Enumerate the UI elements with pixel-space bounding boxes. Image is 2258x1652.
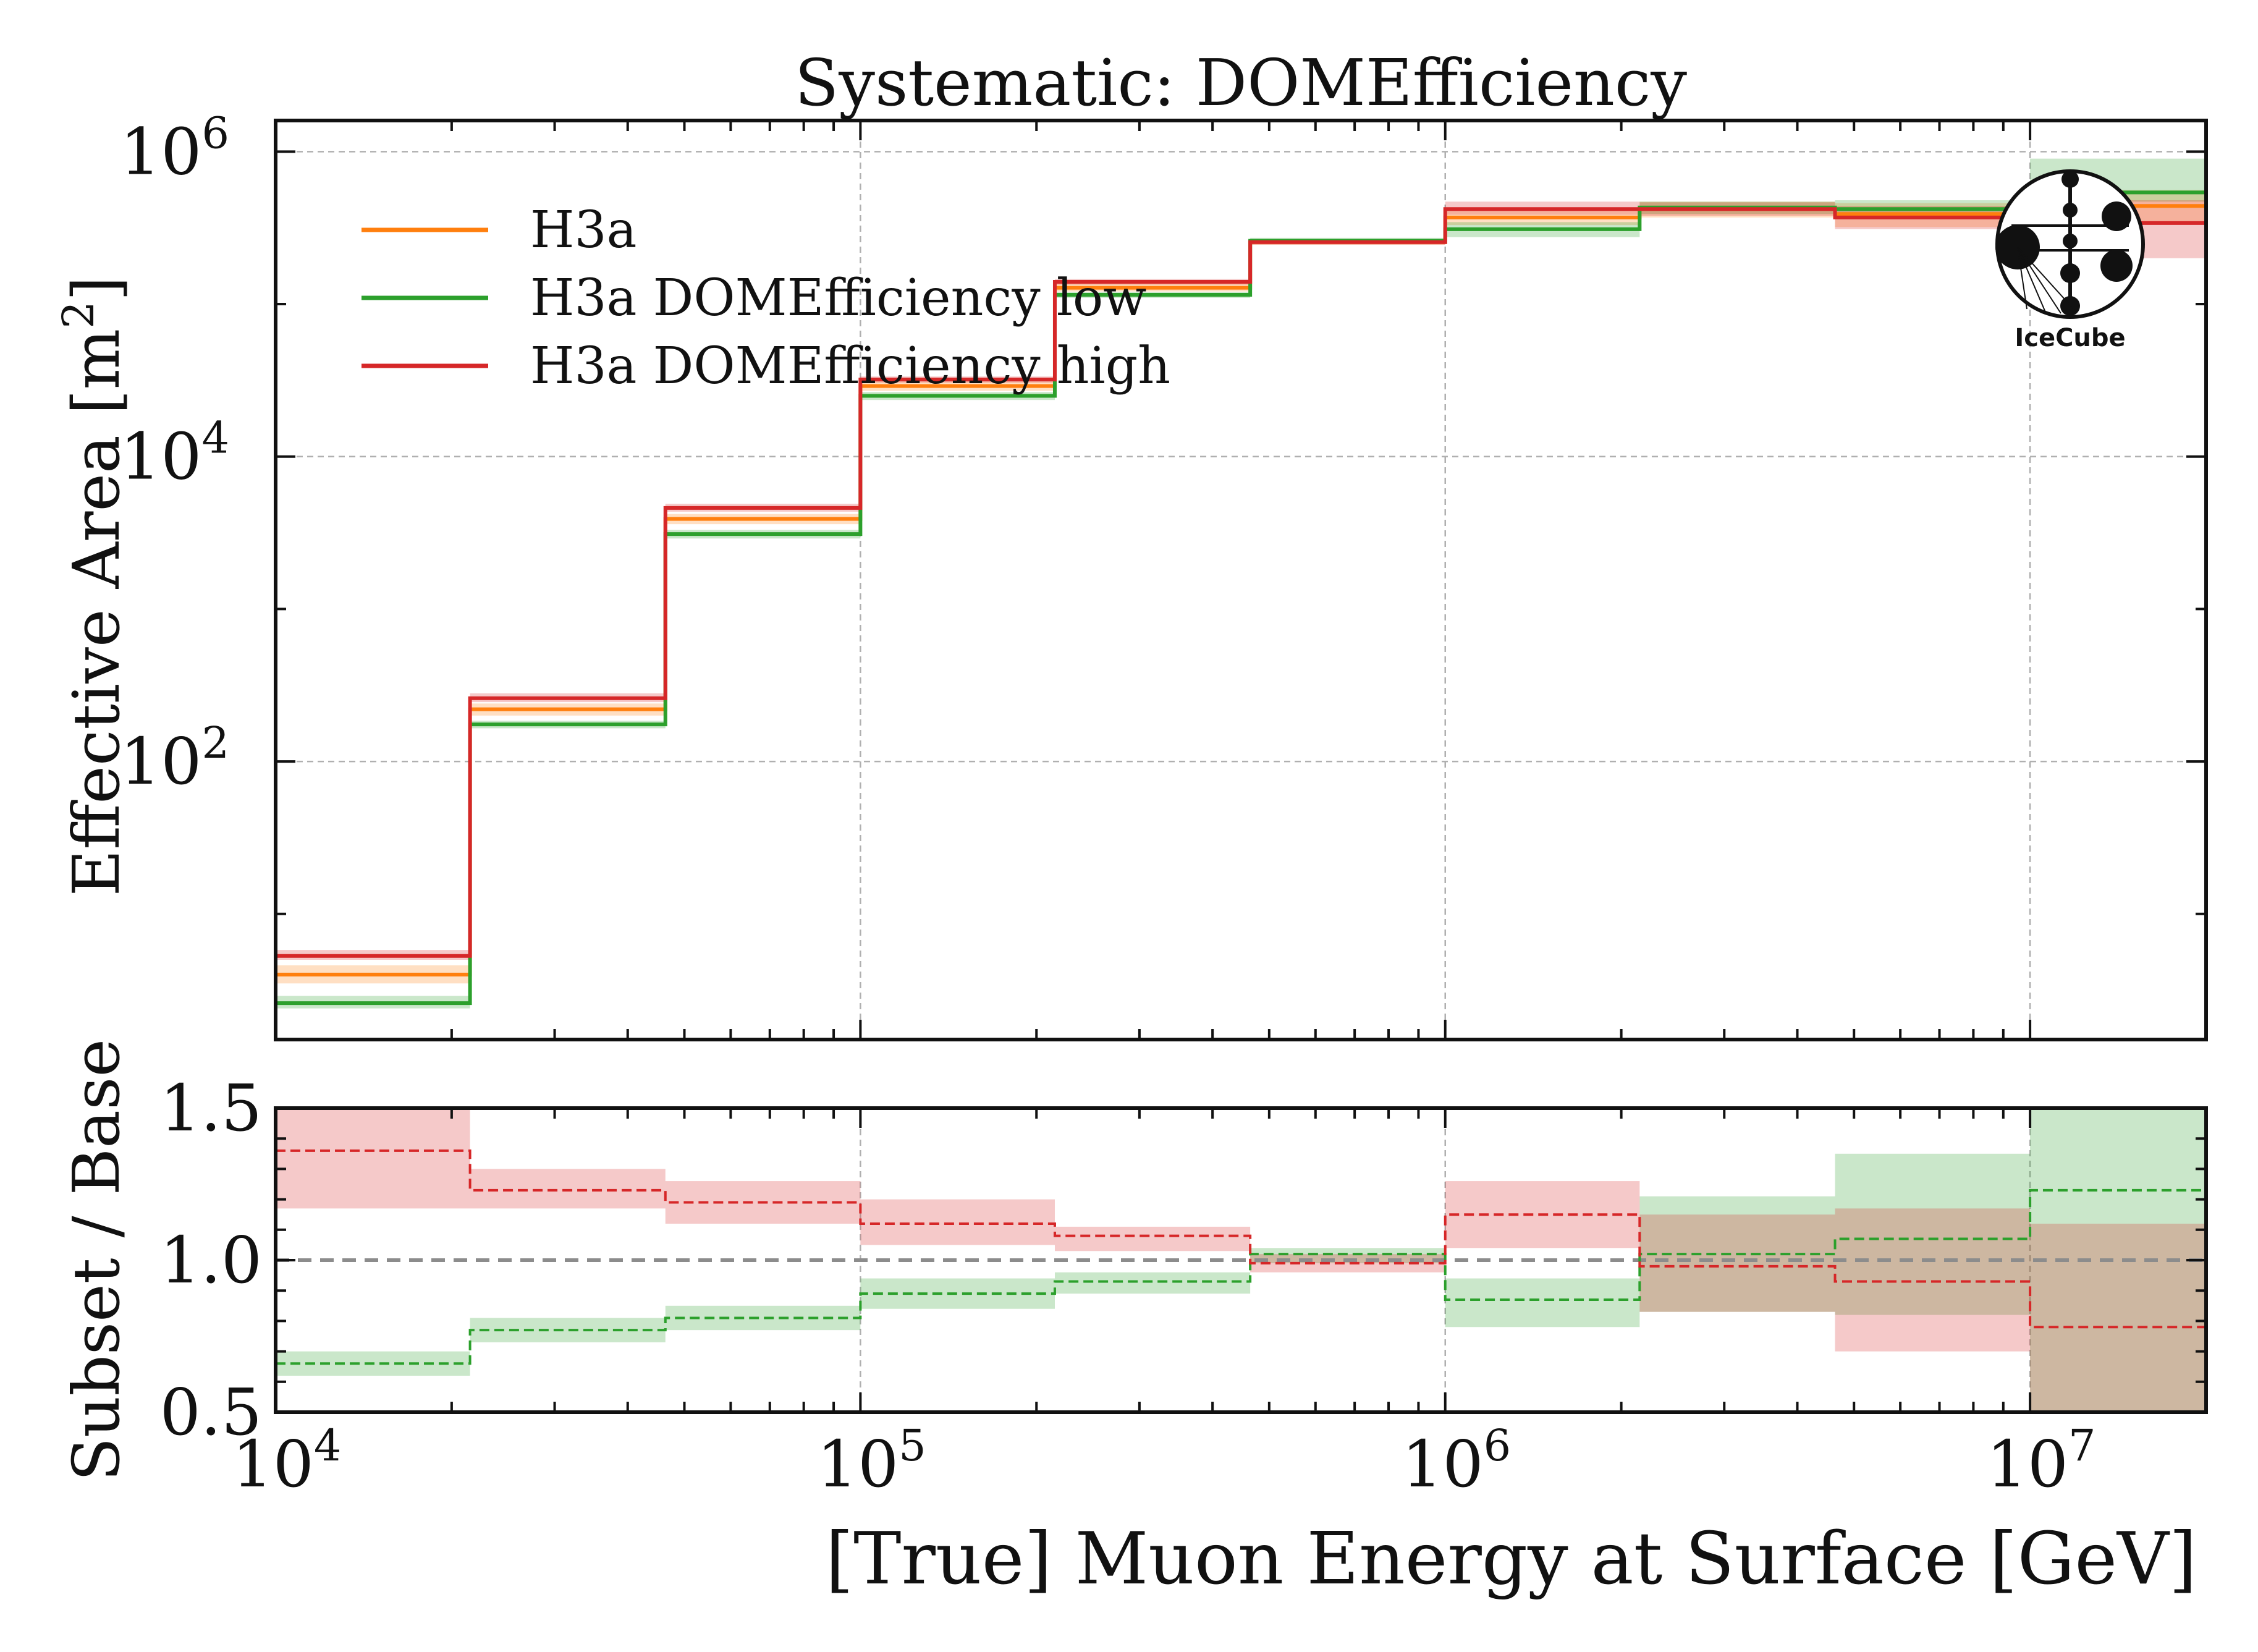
y-tick-label: 104 [120,413,229,494]
y-tick-label: 1.5 [160,1070,262,1146]
y-tick-label: 1.0 [160,1222,262,1298]
logo-ray [2017,247,2046,313]
uncertainty-band [860,1199,1055,1245]
uncertainty-band [1054,1272,1251,1294]
x-axis-label: [True] Muon Energy at Surface [GeV] [826,1517,2197,1601]
chart-title: Systematic: DOMEfficiency [795,45,1687,121]
y-tick-label: 102 [120,718,229,799]
logo-ray [2017,247,2028,310]
lower-step-lines [276,1149,2206,1365]
uncertainty-band [1639,1214,1835,1312]
x-tick-label: 106 [1402,1420,1511,1502]
lower-tick-labels: 104 105 106 107 0.5 1.0 1.5 [160,1070,2096,1502]
upper-tick-labels: 102 104 106 [120,108,229,799]
legend-label-low: H3a DOMEfficiency low [530,269,1147,328]
uncertainty-band [1445,1278,1640,1328]
logo-dom [2102,201,2131,231]
logo-dom [2063,203,2078,218]
x-tick-label: 107 [1987,1420,2096,1502]
legend: H3a H3a DOMEfficiency low H3a DOMEfficie… [362,201,1170,396]
logo-dom [2060,263,2080,283]
logo-ray [2017,247,2077,313]
y-tick-label: 106 [120,108,229,189]
uncertainty-band [2030,1223,2206,1412]
y-tick-label: 0.5 [160,1375,262,1450]
upper-step-lines [276,190,2206,1006]
uncertainty-band [1835,1153,2031,1315]
legend-label-high: H3a DOMEfficiency high [530,337,1170,396]
uncertainty-band [1054,1226,1251,1252]
logo-dom [2061,171,2079,188]
logo-text: IceCube [2015,324,2125,352]
logo-dom [2063,234,2078,248]
icecube-logo: IceCube [1995,169,2145,352]
ratio-step-line [276,1149,2206,1329]
lower-uncertainty-bands [276,1108,2206,1412]
lower-axes-frame [274,1106,2208,1414]
series-step-line [276,207,2206,958]
uncertainty-band [1835,1208,2031,1352]
ratio-panel: 104 105 106 107 0.5 1.0 1.5 Subset / Base [Tru… [59,1039,2208,1601]
uncertainty-band [470,1169,666,1209]
effective-area-panel: 102 104 106 Systematic: DOMEfficiency Effe… [53,45,2208,1041]
upper-axes-frame [274,119,2208,1041]
upper-y-axis-label: Effective Area [m2] [53,276,134,897]
uncertainty-band [276,1108,470,1209]
legend-label-h3a: H3a [530,201,637,260]
logo-ray [2017,247,2061,314]
logo-dom [2100,250,2133,282]
ratio-step-line [276,1188,2206,1365]
x-tick-label: 104 [232,1420,342,1502]
lower-y-axis-label: Subset / Base [59,1039,134,1481]
x-tick-label: 105 [817,1420,926,1502]
